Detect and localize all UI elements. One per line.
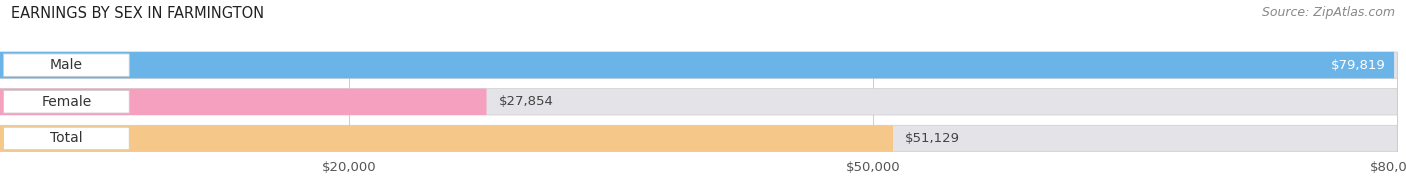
Text: $51,129: $51,129 — [905, 132, 960, 145]
Text: $27,854: $27,854 — [499, 95, 554, 108]
Text: Source: ZipAtlas.com: Source: ZipAtlas.com — [1261, 6, 1395, 19]
FancyBboxPatch shape — [0, 89, 486, 115]
Text: Total: Total — [51, 132, 83, 145]
Text: Male: Male — [49, 58, 83, 72]
FancyBboxPatch shape — [0, 125, 1398, 152]
Text: Female: Female — [41, 95, 91, 109]
FancyBboxPatch shape — [0, 125, 893, 152]
FancyBboxPatch shape — [0, 89, 1398, 115]
FancyBboxPatch shape — [3, 91, 129, 113]
FancyBboxPatch shape — [0, 52, 1395, 78]
Text: $79,819: $79,819 — [1330, 59, 1385, 72]
Text: EARNINGS BY SEX IN FARMINGTON: EARNINGS BY SEX IN FARMINGTON — [11, 6, 264, 21]
FancyBboxPatch shape — [0, 52, 1398, 78]
FancyBboxPatch shape — [3, 127, 129, 150]
FancyBboxPatch shape — [3, 54, 129, 76]
